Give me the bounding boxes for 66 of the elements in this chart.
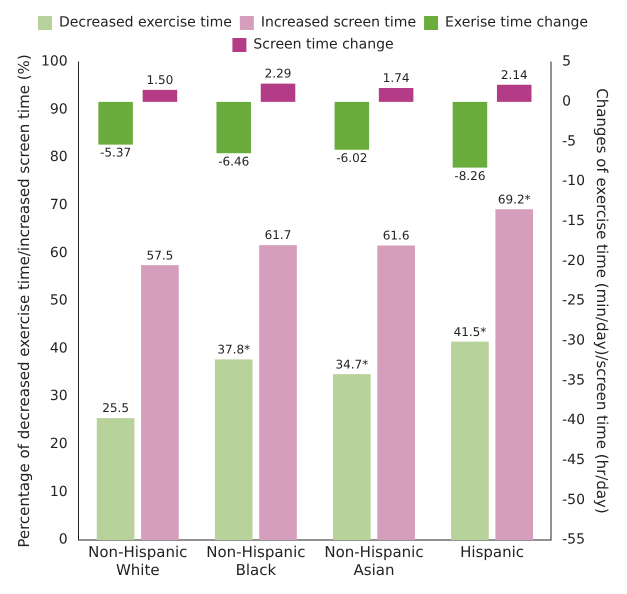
y-axis-title: Percentage of decreased exercise time/increased screen time (%): [14, 54, 33, 548]
y2-tick-label: -10: [562, 173, 586, 190]
y2-tick-label: -25: [562, 292, 586, 309]
bar: [259, 245, 297, 540]
y-tick-label: 50: [50, 292, 68, 309]
legend-label: Decreased exercise time: [59, 14, 232, 31]
y-tick-label: 40: [50, 340, 68, 356]
bar: [452, 102, 488, 168]
y-tick-label: 70: [50, 197, 68, 214]
y2-tick-label: -30: [562, 332, 586, 348]
y2-tick-label: -15: [562, 212, 586, 229]
bar: [377, 246, 415, 540]
data-label: 69.2*: [498, 192, 531, 206]
legend-label: Exerise time change: [445, 14, 588, 31]
y-tick-label: 0: [58, 532, 68, 548]
bar: [214, 359, 253, 540]
legend-label: Increased screen time: [260, 14, 416, 31]
y-tick-label: 90: [50, 101, 68, 118]
y2-tick-label: -40: [562, 412, 586, 428]
x-tick-label: Non-Hispanic White: [88, 542, 188, 579]
data-label: 2.29: [264, 66, 292, 81]
y2-tick-label: 0: [562, 93, 572, 110]
data-label: 41.5*: [454, 324, 486, 339]
bar: [260, 84, 296, 102]
y2-tick-label: -35: [562, 372, 586, 388]
data-label: 61.6: [382, 228, 410, 243]
legend-label: Screen time change: [253, 36, 394, 53]
data-label: 1.74: [382, 71, 410, 86]
bar: [496, 84, 532, 102]
bar: [96, 418, 134, 540]
data-label: 61.7: [264, 228, 292, 242]
x-tick-label: Non-Hispanic Asian: [324, 542, 424, 579]
bar: [98, 102, 133, 145]
bar: [216, 102, 252, 154]
y2-tick-label: -20: [562, 252, 586, 269]
data-label: 37.8*: [217, 342, 250, 356]
bar: [334, 102, 370, 150]
data-label: 34.7*: [335, 357, 368, 372]
data-label: -6.02: [336, 150, 368, 165]
y-tick-label: 60: [50, 244, 68, 261]
data-label: -8.26: [454, 168, 486, 183]
bar: [142, 90, 178, 102]
bar: [141, 265, 179, 540]
y2-tick-label: -5: [562, 133, 576, 150]
bar: [378, 88, 414, 102]
data-label: 57.5: [146, 248, 174, 262]
y2-axis-title: Changes of exercise time (min/day)/screen time (hr/day): [593, 88, 612, 514]
y-tick-label: 30: [50, 388, 68, 404]
y-tick-label: 100: [40, 54, 68, 70]
data-label: 2.14: [500, 68, 528, 82]
bar: [333, 374, 371, 540]
y-tick-label: 10: [50, 484, 68, 500]
y2-tick-label: -50: [562, 492, 586, 508]
data-label: -6.46: [218, 154, 250, 168]
x-tick-label: Hispanic: [460, 542, 524, 561]
bar: [451, 342, 489, 540]
y2-tick-label: -55: [562, 532, 586, 548]
x-tick-label: Non-Hispanic Black: [206, 542, 306, 579]
data-label: -5.37: [100, 146, 132, 160]
y2-tick-label: 5: [562, 54, 572, 70]
bar: [495, 209, 534, 540]
y-tick-label: 80: [50, 149, 68, 166]
data-label: 1.50: [146, 73, 174, 88]
data-label: 25.5: [102, 401, 129, 416]
y-tick-label: 20: [50, 436, 68, 452]
y2-tick-label: -45: [562, 452, 586, 468]
